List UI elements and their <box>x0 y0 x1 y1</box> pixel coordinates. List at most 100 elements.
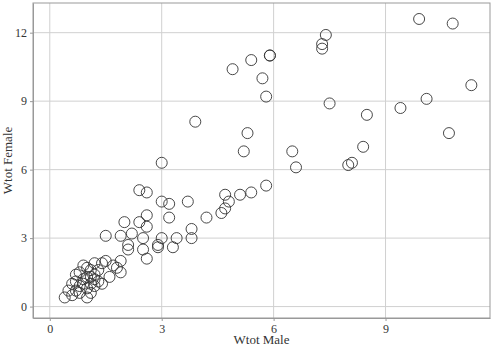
point <box>134 217 145 228</box>
grid-line-x <box>385 3 386 318</box>
point <box>317 39 328 50</box>
point <box>119 217 130 228</box>
point <box>264 50 275 61</box>
y-tick-label: 6 <box>21 163 27 177</box>
point <box>182 196 193 207</box>
point <box>216 208 227 219</box>
point <box>257 73 268 84</box>
points <box>59 13 477 302</box>
point <box>358 141 369 152</box>
y-tick-mark <box>30 307 33 308</box>
point <box>242 128 253 139</box>
grid-line-x <box>161 3 162 318</box>
x-tick-label: 0 <box>47 322 53 336</box>
grid-line-y <box>33 238 490 239</box>
plot-frame <box>33 3 490 318</box>
point <box>190 116 201 127</box>
x-axis-title: Wtot Male <box>234 332 290 347</box>
point <box>141 253 152 264</box>
x-tick: 0 <box>47 318 53 336</box>
y-tick: 12 <box>15 26 33 40</box>
point <box>104 271 115 282</box>
grid-line-y <box>33 306 490 307</box>
y-axis-title: Wtot Female <box>0 127 15 195</box>
point <box>261 180 272 191</box>
point <box>201 212 212 223</box>
plot: 0369036912 <box>15 3 491 336</box>
y-tick: 6 <box>21 163 33 177</box>
point <box>287 146 298 157</box>
point <box>291 162 302 173</box>
point <box>466 80 477 91</box>
x-tick: 3 <box>159 318 165 336</box>
y-tick-label: 9 <box>21 94 27 108</box>
y-tick: 0 <box>21 300 33 314</box>
y-tick-label: 3 <box>21 231 27 245</box>
point <box>261 91 272 102</box>
point <box>443 128 454 139</box>
point <box>100 230 111 241</box>
point <box>414 13 425 24</box>
y-axis: 0 3 6 9 12 <box>15 4 34 319</box>
point <box>74 287 85 298</box>
point <box>152 242 163 253</box>
point <box>141 210 152 221</box>
point <box>67 278 78 289</box>
point <box>123 244 134 255</box>
chart: 0369036912Wtot MaleWtot Female <box>0 0 500 348</box>
point <box>89 269 100 280</box>
point <box>141 187 152 198</box>
point <box>186 233 197 244</box>
point <box>82 262 93 273</box>
point <box>346 157 357 168</box>
grid-line-x <box>49 3 50 318</box>
point <box>59 292 70 303</box>
point <box>324 98 335 109</box>
point <box>115 230 126 241</box>
point <box>78 260 89 271</box>
point <box>156 157 167 168</box>
point <box>70 276 81 287</box>
y-tick-mark <box>30 170 33 171</box>
point <box>138 233 149 244</box>
y-tick-mark <box>30 238 33 239</box>
y-tick: 3 <box>21 231 33 245</box>
point <box>227 64 238 75</box>
point <box>164 212 175 223</box>
x-tick: 9 <box>383 318 389 336</box>
point <box>246 187 257 198</box>
point <box>85 287 96 298</box>
point <box>395 103 406 114</box>
grid-line-x <box>273 3 274 318</box>
y-tick-label: 0 <box>21 300 27 314</box>
grid-line-y <box>33 32 490 33</box>
point <box>343 160 354 171</box>
point <box>246 55 257 66</box>
y-tick: 9 <box>21 94 33 108</box>
point <box>156 196 167 207</box>
y-tick-mark <box>30 101 33 102</box>
point <box>447 18 458 29</box>
point <box>126 228 137 239</box>
point <box>264 50 275 61</box>
point <box>238 146 249 157</box>
point <box>123 239 134 250</box>
x-axis-line <box>34 318 491 319</box>
point <box>134 185 145 196</box>
point <box>421 93 432 104</box>
y-tick-label: 12 <box>15 26 27 40</box>
x-tick-label: 3 <box>159 322 165 336</box>
y-tick-mark <box>30 33 33 34</box>
x-tick-label: 9 <box>383 322 389 336</box>
point <box>115 267 126 278</box>
point <box>100 255 111 266</box>
point <box>63 285 74 296</box>
point <box>361 109 372 120</box>
grid-line-y <box>33 169 490 170</box>
point <box>235 189 246 200</box>
point <box>167 242 178 253</box>
point <box>317 43 328 54</box>
point <box>223 196 234 207</box>
y-axis-line <box>33 4 34 319</box>
grid <box>33 3 490 318</box>
